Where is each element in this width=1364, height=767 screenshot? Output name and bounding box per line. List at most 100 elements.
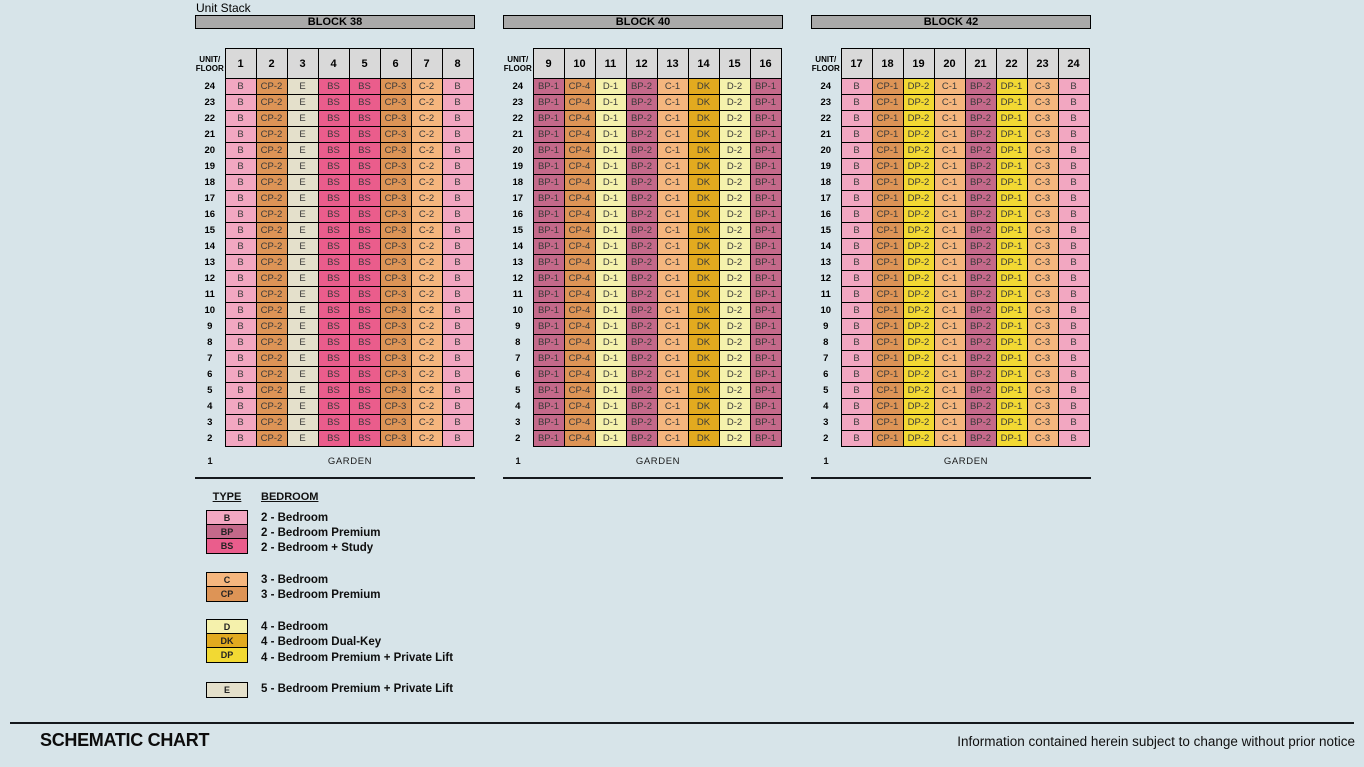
unit-cell: BS — [348, 430, 381, 447]
unit-cell: C-1 — [933, 382, 966, 399]
unit-cell: CP-4 — [563, 302, 596, 319]
unit-cell: C-2 — [410, 94, 443, 111]
unit-cell: CP-1 — [871, 334, 904, 351]
unit-cell: CP-3 — [379, 94, 412, 111]
unit-cell: BS — [348, 222, 381, 239]
unit-cell: CP-3 — [379, 254, 412, 271]
unit-cell: BS — [348, 238, 381, 255]
unit-floor-label: UNIT/FLOOR — [503, 49, 533, 79]
unit-cell: CP-1 — [871, 350, 904, 367]
unit-cell: BP-2 — [625, 206, 658, 223]
unit-cell: CP-2 — [255, 302, 288, 319]
unit-cell: BP-2 — [625, 302, 658, 319]
unit-cell: CP-2 — [255, 318, 288, 335]
unit-cell: D-2 — [718, 78, 751, 95]
unit-cell: B — [441, 414, 474, 431]
floor-row: 16 BP-1 CP-4 D-1 BP-2 C-1 DK D-2 BP-1 — [503, 206, 782, 223]
unit-cell: C-3 — [1026, 270, 1059, 287]
floor-number: 24 — [512, 81, 524, 92]
floor-number: 2 — [207, 433, 213, 444]
unit-cell: BP-1 — [749, 366, 782, 383]
unit-cell: B — [224, 286, 257, 303]
unit-cell: CP-3 — [379, 190, 412, 207]
unit-cell: B — [441, 270, 474, 287]
unit-cell: CP-1 — [871, 94, 904, 111]
floor-number: 23 — [820, 97, 832, 108]
unit-cell: E — [286, 254, 319, 271]
unit-column-header: 5 — [348, 48, 381, 79]
unit-column-header: 19 — [902, 48, 935, 79]
unit-cell: BP-2 — [625, 238, 658, 255]
unit-cell: BP-2 — [625, 334, 658, 351]
unit-cell: CP-3 — [379, 270, 412, 287]
unit-cell: BS — [317, 254, 350, 271]
unit-cell: BS — [317, 174, 350, 191]
floor-number: 20 — [204, 145, 216, 156]
unit-cell: BP-2 — [625, 222, 658, 239]
floor-number: 8 — [207, 337, 213, 348]
floor-row: 13 B CP-2 E BS BS CP-3 C-2 B — [195, 254, 474, 271]
unit-cell: CP-3 — [379, 206, 412, 223]
unit-column-header: 20 — [933, 48, 966, 79]
unit-column-header: 17 — [840, 48, 873, 79]
unit-cell: CP-1 — [871, 430, 904, 447]
unit-cell: BS — [348, 110, 381, 127]
unit-cell: D-2 — [718, 94, 751, 111]
floor-number: 6 — [515, 369, 521, 380]
floor-number: 4 — [515, 401, 521, 412]
unit-cell: C-3 — [1026, 222, 1059, 239]
unit-cell: CP-3 — [379, 142, 412, 159]
unit-cell: E — [286, 366, 319, 383]
block-block-38: BLOCK 38 UNIT/FLOOR 1 2 3 4 5 6 7 8 24 B CP-2 E BS BS CP… — [195, 15, 475, 479]
unit-cell: C-1 — [933, 350, 966, 367]
unit-cell: B — [1057, 430, 1090, 447]
legend-group: E 5 - Bedroom Premium + Private Lift — [206, 681, 453, 698]
floor-row: 22 B CP-2 E BS BS CP-3 C-2 B — [195, 110, 474, 127]
unit-cell: B — [840, 382, 873, 399]
garden-label: GARDEN — [943, 455, 989, 467]
unit-cell: DP-1 — [995, 126, 1028, 143]
unit-cell: C-1 — [933, 158, 966, 175]
unit-column-header: 1 — [224, 48, 257, 79]
unit-cell: CP-2 — [255, 126, 288, 143]
unit-cell: BS — [348, 142, 381, 159]
floor-row: 19 BP-1 CP-4 D-1 BP-2 C-1 DK D-2 BP-1 — [503, 158, 782, 175]
unit-cell: BS — [317, 94, 350, 111]
unit-cell: C-1 — [656, 206, 689, 223]
unit-cell: C-1 — [933, 318, 966, 335]
legend-labels: 5 - Bedroom Premium + Private Lift — [261, 682, 453, 698]
unit-cell: D-2 — [718, 398, 751, 415]
unit-cell: BP-1 — [532, 382, 565, 399]
unit-cell: E — [286, 190, 319, 207]
unit-cell: C-1 — [656, 110, 689, 127]
unit-floor-label-line: UNIT/ — [507, 54, 529, 64]
unit-cell: CP-4 — [563, 238, 596, 255]
unit-cell: C-1 — [933, 126, 966, 143]
unit-cell: B — [224, 190, 257, 207]
unit-floor-label-line: UNIT/ — [199, 54, 221, 64]
floor-number: 17 — [204, 193, 216, 204]
floor-row: 15 B CP-1 DP-2 C-1 BP-2 DP-1 C-3 B — [811, 222, 1090, 239]
unit-cell: C-1 — [656, 318, 689, 335]
unit-cell: BS — [348, 318, 381, 335]
unit-cell: B — [441, 302, 474, 319]
floor-number: 12 — [820, 273, 832, 284]
legend-swatch-stack: C CP — [206, 572, 248, 603]
unit-cell: DK — [687, 334, 720, 351]
unit-cell: DP-1 — [995, 334, 1028, 351]
unit-cell: CP-3 — [379, 78, 412, 95]
unit-cell: B — [840, 350, 873, 367]
unit-cell: D-1 — [594, 222, 627, 239]
unit-cell: CP-2 — [255, 238, 288, 255]
unit-cell: C-3 — [1026, 382, 1059, 399]
floor-row: 17 B CP-1 DP-2 C-1 BP-2 DP-1 C-3 B — [811, 190, 1090, 207]
unit-cell: B — [1057, 302, 1090, 319]
unit-cell: B — [840, 158, 873, 175]
unit-cell: CP-2 — [255, 158, 288, 175]
unit-column-header: 24 — [1057, 48, 1090, 79]
unit-cell: C-1 — [933, 78, 966, 95]
unit-cell: CP-2 — [255, 366, 288, 383]
unit-cell: BP-1 — [749, 286, 782, 303]
unit-cell: DK — [687, 94, 720, 111]
